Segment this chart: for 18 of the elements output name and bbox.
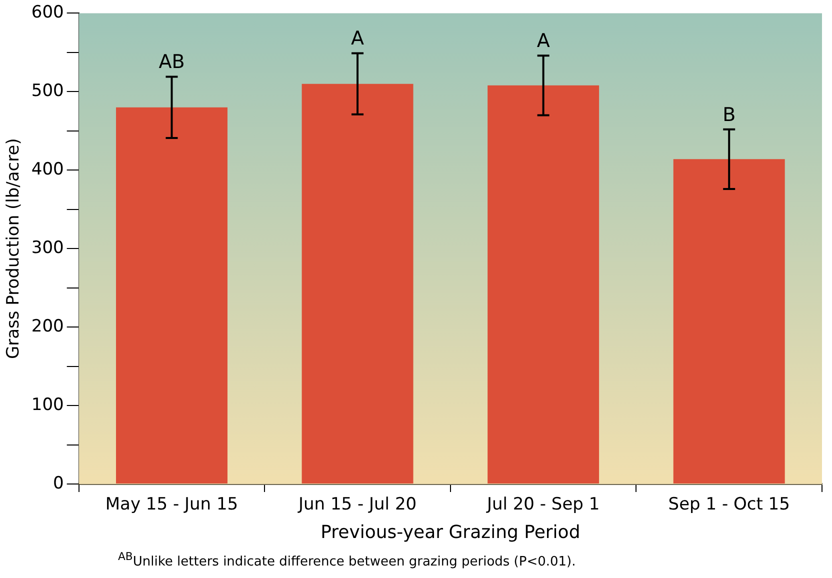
x-tick-label: Jun 15 - Jul 20 <box>297 494 417 515</box>
x-tick-label: May 15 - Jun 15 <box>105 494 238 515</box>
annotation: B <box>722 104 736 126</box>
y-tick-label: 200 <box>31 316 64 336</box>
y-tick-label: 600 <box>31 2 64 23</box>
y-tick-label: 400 <box>31 160 64 180</box>
y-tick-label: 500 <box>31 81 64 102</box>
annotation: A <box>351 28 364 50</box>
annotation: A <box>536 30 550 52</box>
annotation: AB <box>158 51 185 74</box>
text: $^{AB}$Unlike letters indicate difference between grazing periods (P<0.01). <box>118 550 577 570</box>
x-tick-label: Sep 1 - Oct 15 <box>668 494 790 515</box>
x-tick-label: Jul 20 - Sep 1 <box>486 494 600 515</box>
y-tick-label: 100 <box>31 394 64 415</box>
y-tick-label: 0 <box>53 473 64 494</box>
y-tick-label: 300 <box>31 238 64 258</box>
x-axis-title: Previous-year Grazing Period <box>320 522 580 543</box>
y-axis-title: Grass Production (lb/acre) <box>4 138 24 360</box>
